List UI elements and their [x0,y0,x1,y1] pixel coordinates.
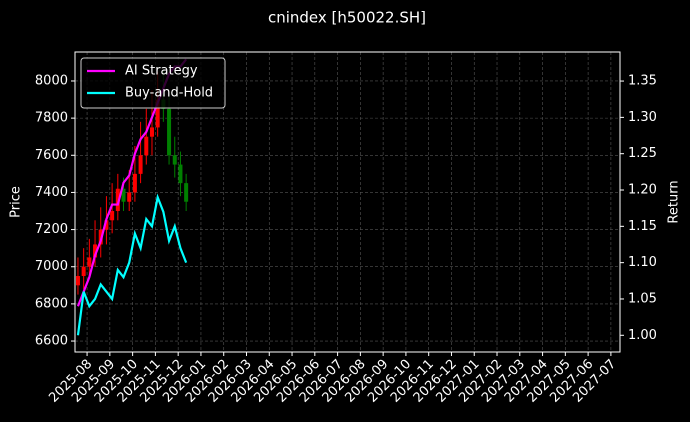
line-series [76,193,188,336]
y-tick-label: 7200 [35,222,68,237]
y-tick-label: 7400 [35,185,68,200]
candle-body [121,188,126,202]
y2-tick-label: 1.35 [628,74,657,89]
legend-label: Buy-and-Hold [125,86,213,101]
y-tick-label: 7600 [35,148,68,163]
candle-body [93,244,98,258]
candle-body [149,127,154,137]
y2-tick-label: 1.15 [628,219,657,234]
candle-body [87,257,92,267]
chart-title: cnindex [h50022.SH] [268,9,426,27]
y-axis-label: Price [9,186,24,218]
legend-label: AI Strategy [125,64,198,79]
candle-body [178,164,183,184]
candle-body [172,155,177,165]
y2-tick-label: 1.20 [628,183,657,198]
candle-body [110,211,115,221]
y-tick-label: 7000 [35,259,68,274]
candle-body [132,173,137,193]
candle-body [184,183,189,202]
candle-body [104,220,109,230]
legend-box [80,57,226,109]
y2-tick-label: 1.10 [628,255,657,270]
candle-body [144,136,149,156]
candle-body [75,276,80,286]
y2-tick-label: 1.30 [628,110,657,125]
candle-body [167,108,172,156]
y-tick-label: 8000 [35,73,68,88]
y2-tick-label: 1.00 [628,328,657,343]
candle-body [81,266,86,277]
candle-body [138,155,143,174]
y2-tick-label: 1.25 [628,146,657,161]
y2-axis-label: Return [667,180,682,223]
candle-body [155,99,160,128]
candle-body [115,188,120,212]
y-tick-label: 6800 [35,296,68,311]
y-tick-label: 7800 [35,111,68,126]
y2-tick-label: 1.05 [628,291,657,306]
candle-body [127,192,132,202]
y-tick-label: 6600 [35,334,68,349]
plot-frame [74,51,621,353]
